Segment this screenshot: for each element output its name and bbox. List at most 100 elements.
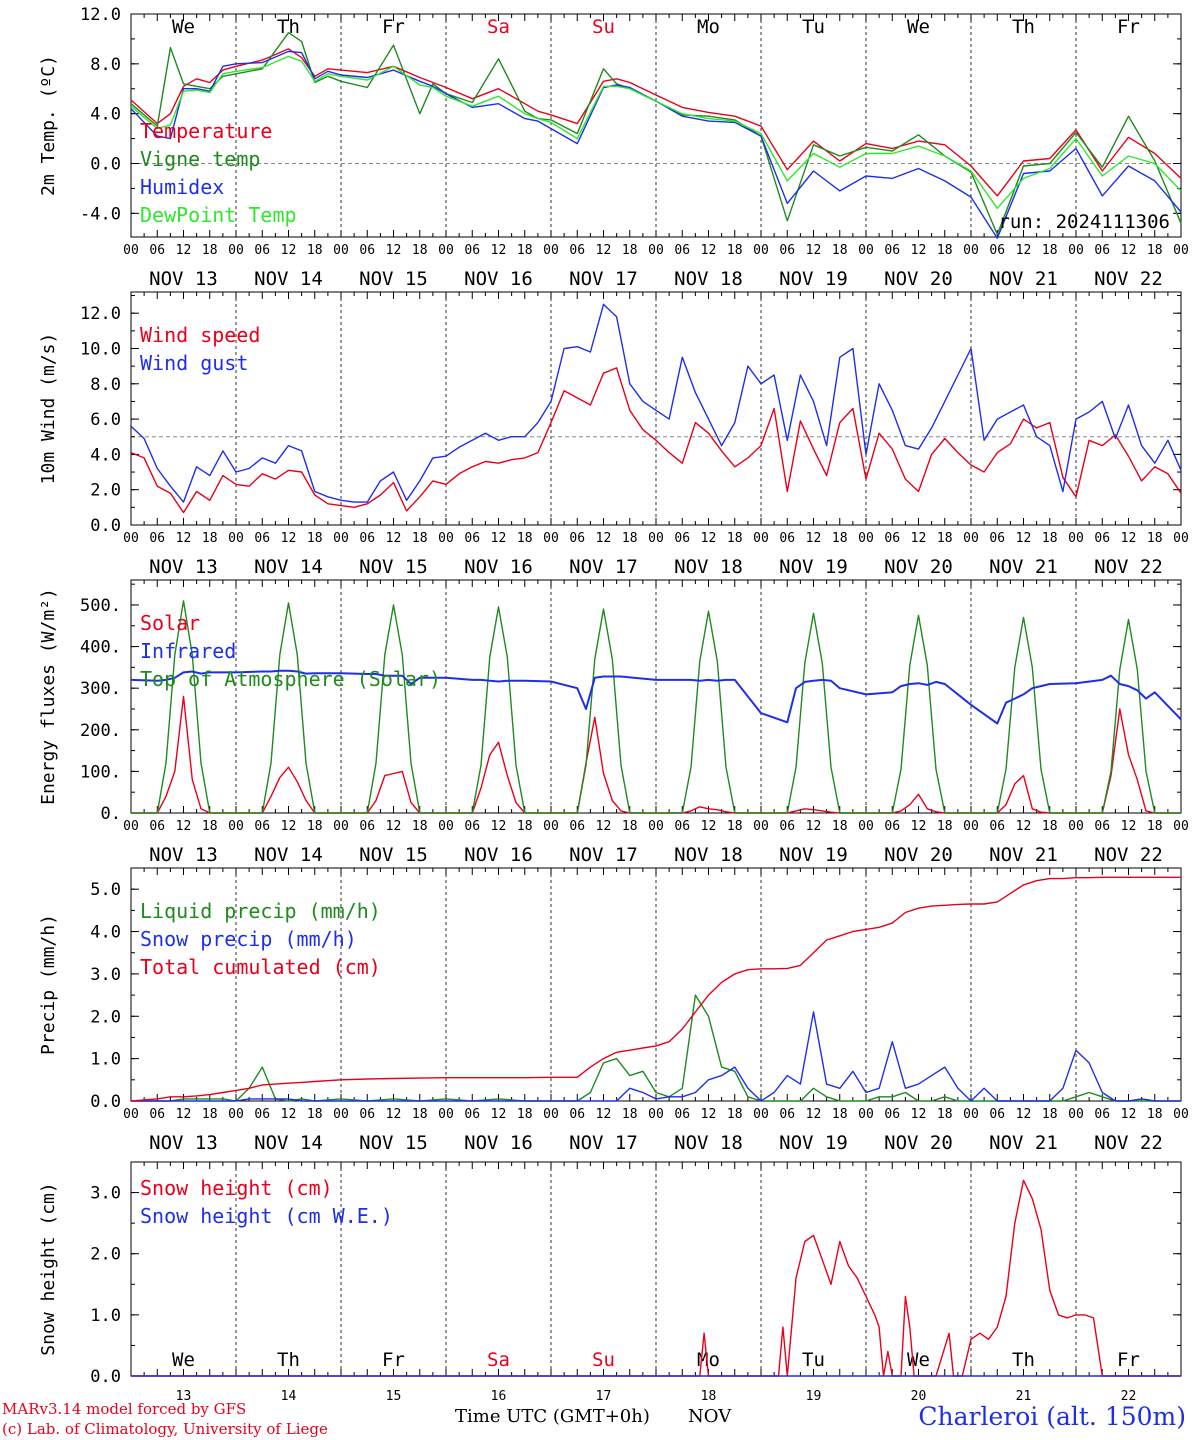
hour-tick-label: 00	[858, 819, 874, 834]
y-tick-label: 12.0	[80, 304, 121, 324]
weekday-label: Fr	[1117, 1349, 1140, 1371]
hour-tick-label: 06	[674, 1107, 690, 1122]
hour-tick-label: 06	[464, 819, 480, 834]
date-label: NOV 14	[254, 1132, 323, 1154]
hour-tick-label: 12	[176, 531, 192, 546]
y-tick-label: 2.0	[90, 1007, 121, 1027]
hour-tick-label: 12	[701, 531, 717, 546]
hour-tick-label: 00	[1068, 819, 1084, 834]
hour-tick-label: 12	[386, 1107, 402, 1122]
y-tick-label: 4.0	[90, 445, 121, 465]
weekday-label: Th	[1012, 1349, 1035, 1371]
date-label: NOV 17	[569, 556, 638, 578]
date-label: NOV 14	[254, 268, 323, 290]
weekday-label: We	[907, 16, 930, 38]
hour-tick-label: 12	[1016, 243, 1032, 258]
y-tick-label: 100.	[80, 762, 121, 782]
hour-tick-label: 00	[1173, 243, 1189, 258]
hour-tick-label: 18	[937, 531, 953, 546]
hour-tick-label: 12	[911, 243, 927, 258]
weekday-label: Fr	[1117, 16, 1140, 38]
location-label: Charleroi (alt. 150m)	[918, 1402, 1186, 1431]
y-tick-label: 0.0	[90, 154, 121, 174]
legend-entry: Total cumulated (cm)	[140, 955, 381, 979]
hour-tick-label: 00	[1068, 1107, 1084, 1122]
y-tick-label: 12.0	[80, 5, 121, 25]
weekday-label: Su	[592, 16, 615, 38]
hour-tick-label: 06	[1094, 819, 1110, 834]
hour-tick-label: 06	[884, 531, 900, 546]
hour-tick-label: 18	[412, 243, 428, 258]
hour-tick-label: 12	[176, 1107, 192, 1122]
hour-tick-label: 00	[858, 243, 874, 258]
hour-tick-label: 12	[596, 1107, 612, 1122]
hour-tick-label: 18	[202, 243, 218, 258]
date-label: NOV 22	[1094, 844, 1163, 866]
y-tick-label: 2.0	[90, 1245, 121, 1265]
panel-5: 3.0 2.0 1.0 0.0 Snow height (cm) We Th Fr Sa Su Mo…	[38, 1161, 1182, 1404]
hour-tick-label: 06	[1094, 531, 1110, 546]
panel-1: 00 06 12 18 00 06 12 18 00 06 12 18 00 06 12 18 00 06 12 18…	[38, 5, 1189, 290]
hour-tick-label: 00	[228, 531, 244, 546]
hour-tick-label: 06	[569, 819, 585, 834]
hour-tick-label: 18	[622, 531, 638, 546]
hour-tick-label: 12	[1016, 531, 1032, 546]
hour-tick-label: 18	[622, 819, 638, 834]
weekday-label: Th	[1012, 16, 1035, 38]
x-axis-month: NOV	[688, 1406, 732, 1427]
y-tick-label: -4.0	[80, 204, 121, 224]
date-label: NOV 18	[674, 268, 743, 290]
hour-tick-label: 12	[281, 819, 297, 834]
y-tick-label: 6.0	[90, 410, 121, 430]
date-label: NOV 18	[674, 1132, 743, 1154]
hour-tick-label: 06	[674, 243, 690, 258]
hour-tick-label: 06	[464, 243, 480, 258]
hour-tick-label: 06	[569, 1107, 585, 1122]
hour-tick-label: 06	[149, 243, 165, 258]
y-tick-label: 400.	[80, 638, 121, 658]
hour-tick-label: 00	[1173, 1107, 1189, 1122]
date-label: NOV 15	[359, 844, 428, 866]
hour-tick-label: 00	[228, 1107, 244, 1122]
hour-tick-label: 00	[333, 531, 349, 546]
legend-entry: Infrared	[140, 639, 236, 663]
hour-tick-label: 06	[989, 1107, 1005, 1122]
hour-tick-label: 18	[1042, 819, 1058, 834]
hour-tick-label: 00	[1068, 531, 1084, 546]
hour-tick-label: 00	[228, 819, 244, 834]
hour-tick-label: 06	[779, 1107, 795, 1122]
date-label: NOV 20	[884, 268, 953, 290]
hour-tick-label: 18	[1042, 531, 1058, 546]
hour-tick-label: 06	[464, 531, 480, 546]
hour-tick-label: 00	[543, 819, 559, 834]
hour-tick-label: 06	[674, 531, 690, 546]
date-label: NOV 13	[149, 268, 218, 290]
hour-tick-label: 00	[963, 819, 979, 834]
hour-tick-label: 00	[753, 531, 769, 546]
weekday-label: Th	[277, 16, 300, 38]
hour-tick-label: 06	[674, 819, 690, 834]
hour-tick-label: 18	[412, 1107, 428, 1122]
series-temperature	[130, 48, 1182, 197]
hour-tick-label: 06	[989, 243, 1005, 258]
hour-tick-label: 18	[1147, 531, 1163, 546]
hour-tick-label: 06	[989, 819, 1005, 834]
run-label: run: 2024111306	[998, 211, 1170, 233]
hour-tick-label: 12	[491, 819, 507, 834]
date-label: NOV 19	[779, 844, 848, 866]
y-tick-label: 4.0	[90, 923, 121, 943]
day-number-label: 13	[176, 1389, 192, 1404]
hour-tick-label: 06	[254, 243, 270, 258]
hour-tick-label: 06	[359, 1107, 375, 1122]
date-label: NOV 21	[989, 556, 1058, 578]
hour-tick-label: 00	[333, 1107, 349, 1122]
legend-entry: Snow precip (mm/h)	[140, 927, 357, 951]
hour-tick-label: 00	[438, 531, 454, 546]
hour-tick-label: 18	[727, 531, 743, 546]
y-tick-label: 2.0	[90, 481, 121, 501]
hour-tick-label: 00	[753, 819, 769, 834]
series-wind-gust	[130, 303, 1182, 503]
series-wind-speed	[130, 367, 1182, 514]
hour-tick-label: 12	[806, 1107, 822, 1122]
